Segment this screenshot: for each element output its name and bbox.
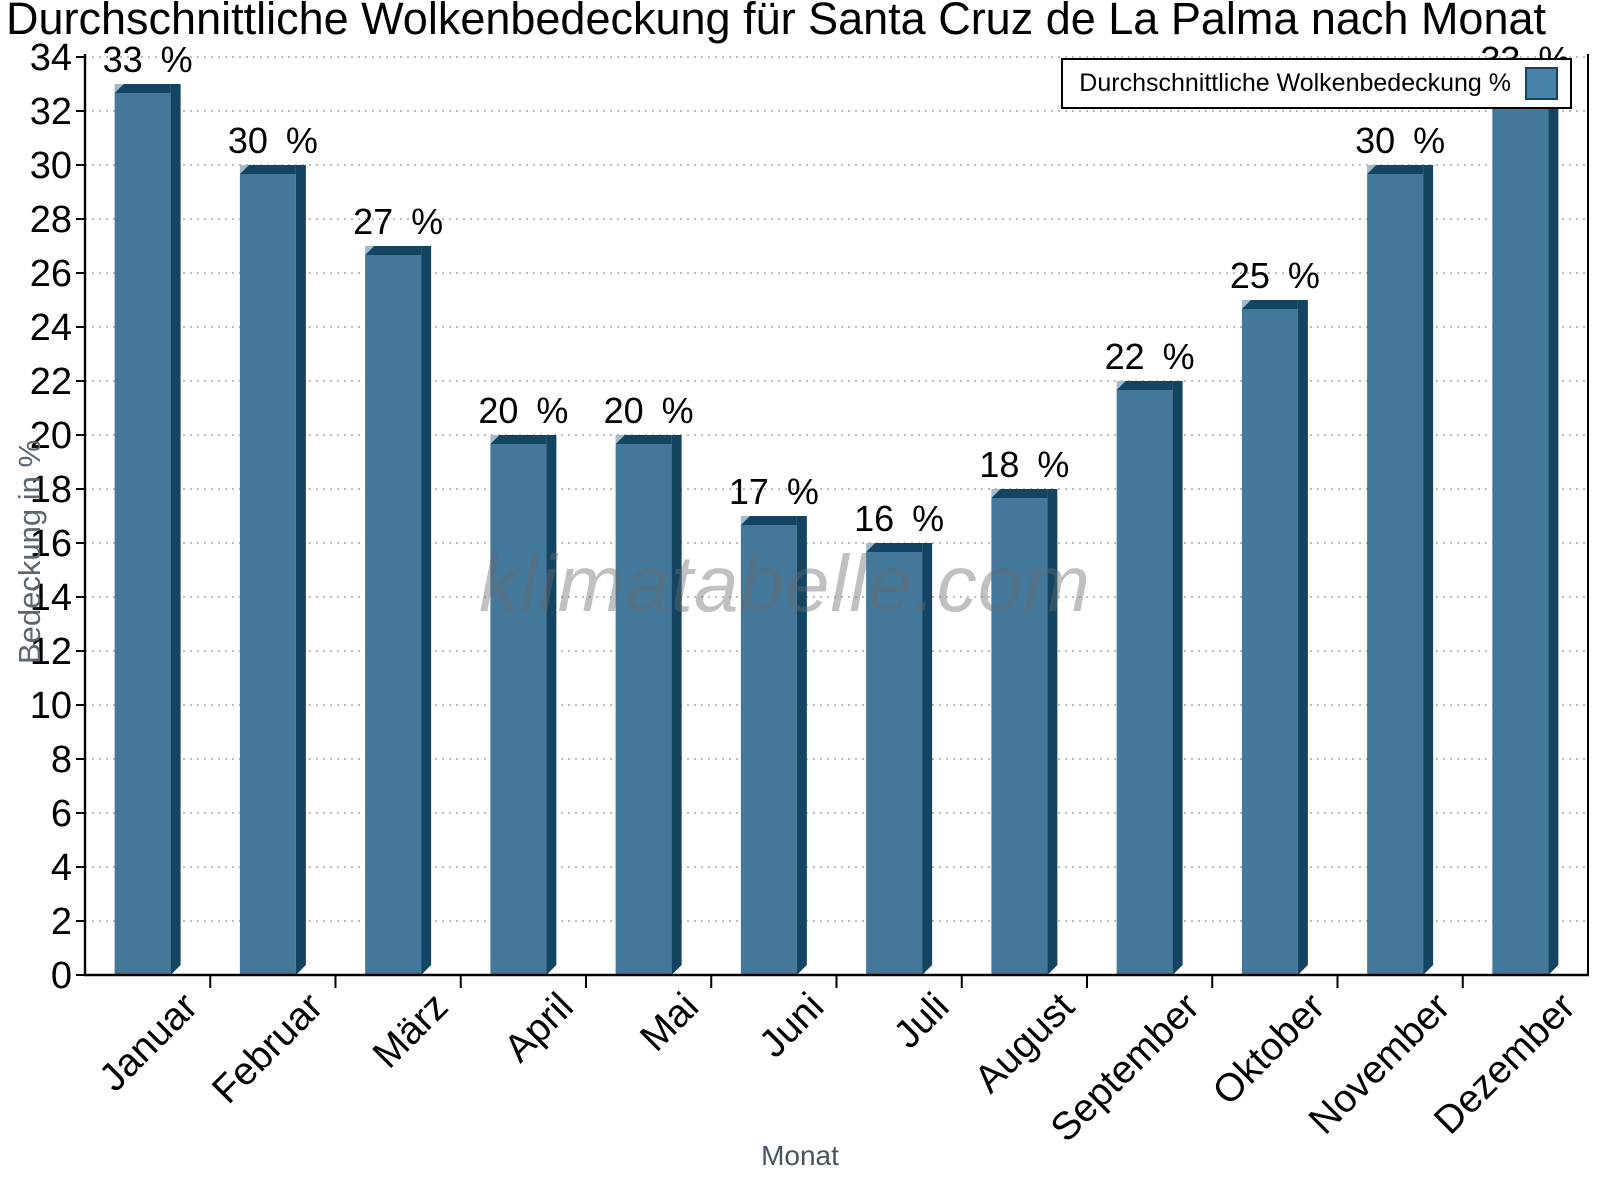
bar-top-bevel: [114, 84, 171, 93]
y-tick-label: 24: [30, 307, 72, 349]
bar[interactable]: [1116, 390, 1173, 975]
bar[interactable]: [866, 552, 923, 975]
x-axis-title: Monat: [761, 1140, 839, 1171]
y-tick-label: 28: [30, 199, 72, 241]
bar[interactable]: [114, 93, 171, 975]
bar-side-shade: [1172, 381, 1183, 975]
bar[interactable]: [1492, 93, 1549, 975]
bar-side-shade: [671, 435, 682, 975]
y-axis-title: Bedeckung in %: [12, 439, 47, 665]
y-tick-label: 32: [30, 91, 72, 133]
y-tick-label: 6: [51, 793, 72, 835]
y-tick-label: 20: [30, 415, 72, 457]
y-tick-label: 16: [30, 523, 72, 565]
bar-top-bevel: [239, 165, 296, 174]
bar-side-shade: [796, 516, 807, 975]
x-tick-label: Juni: [751, 985, 832, 1066]
x-tick-label: Juli: [886, 985, 958, 1057]
bar-top-bevel: [615, 435, 672, 444]
y-tick-label: 22: [30, 361, 72, 403]
bar[interactable]: [1241, 309, 1298, 975]
bar-value-label: 22 %: [1105, 336, 1195, 377]
bar-value-label: 20 %: [478, 390, 568, 431]
y-tick-label: 12: [30, 631, 72, 673]
bar-top-bevel: [1241, 300, 1298, 309]
legend-swatch-icon: [1525, 67, 1558, 100]
bar[interactable]: [615, 444, 672, 975]
bar-side-shade: [922, 543, 933, 975]
bar-top-bevel: [866, 543, 923, 552]
y-tick-label: 8: [51, 739, 72, 781]
bar-top-bevel: [1367, 165, 1424, 174]
watermark: klimatabelle.com: [479, 539, 1091, 628]
y-tick-label: 4: [51, 847, 72, 889]
x-tick-label: August: [966, 985, 1082, 1101]
y-tick-label: 18: [30, 469, 72, 511]
bar-top-bevel: [991, 489, 1048, 498]
x-tick-label: Mai: [632, 985, 707, 1060]
bar-top-bevel: [365, 246, 422, 255]
y-tick-label: 14: [30, 577, 72, 619]
bar[interactable]: [239, 174, 296, 975]
bar-top-bevel: [1116, 381, 1173, 390]
bar-side-shade: [546, 435, 557, 975]
bar[interactable]: [490, 444, 547, 975]
bar-side-shade: [170, 84, 181, 975]
bar-top-bevel: [490, 435, 547, 444]
bar-value-label: 16 %: [854, 498, 944, 539]
bar-value-label: 27 %: [353, 201, 443, 242]
x-tick-label: April: [496, 985, 582, 1071]
x-tick-label: Oktober: [1205, 985, 1334, 1114]
bar-value-label: 20 %: [604, 390, 694, 431]
chart-title: Durchschnittliche Wolkenbedeckung für Sa…: [6, 0, 1547, 44]
y-tick-label: 10: [30, 685, 72, 727]
legend[interactable]: Durchschnittliche Wolkenbedeckung %: [1061, 58, 1572, 109]
y-tick-label: 2: [51, 901, 72, 943]
y-tick-label: 34: [30, 37, 72, 79]
bar-side-shade: [1047, 489, 1058, 975]
x-tick-label: März: [365, 985, 457, 1077]
bar-value-label: 30 %: [1355, 120, 1445, 161]
y-tick-label: 0: [51, 955, 72, 997]
bar[interactable]: [991, 498, 1048, 975]
bar-value-label: 33 %: [103, 39, 193, 80]
bar[interactable]: [1367, 174, 1424, 975]
bar-side-shade: [1297, 300, 1308, 975]
bar-side-shade: [1548, 84, 1559, 975]
x-tick-label: Februar: [204, 985, 331, 1112]
bar-value-label: 25 %: [1230, 255, 1320, 296]
bar[interactable]: [365, 255, 422, 975]
x-tick-label: Januar: [91, 985, 206, 1100]
bar-top-bevel: [740, 516, 797, 525]
bar-value-label: 18 %: [979, 444, 1069, 485]
bar-side-shade: [295, 165, 306, 975]
bar-value-label: 17 %: [729, 471, 819, 512]
bar-side-shade: [1423, 165, 1434, 975]
bar[interactable]: [740, 525, 797, 975]
legend-label: Durchschnittliche Wolkenbedeckung %: [1079, 69, 1511, 97]
y-tick-label: 26: [30, 253, 72, 295]
bar-value-label: 30 %: [228, 120, 318, 161]
bar-side-shade: [421, 246, 432, 975]
y-tick-label: 30: [30, 145, 72, 187]
